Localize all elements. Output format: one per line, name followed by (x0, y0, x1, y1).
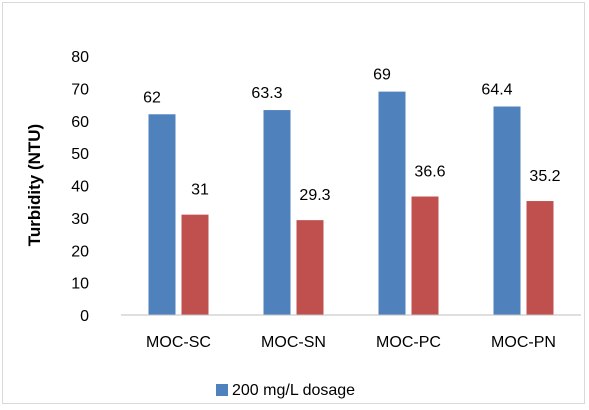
bar-series2-moc-sc (181, 214, 209, 315)
bar-chart: Turbidity (NTU) 0 10 20 30 40 50 60 70 80 62 31 63… (25, 49, 581, 399)
y-tick-label: 10 (71, 276, 89, 293)
y-axis-ticks: 0 10 20 30 40 50 60 70 80 (71, 49, 89, 325)
y-tick-label: 40 (71, 179, 89, 196)
legend-label: 200 mg/L dosage (232, 382, 355, 399)
y-axis-label-group: Turbidity (NTU) (25, 124, 44, 246)
x-axis-tick-labels: MOC-SC MOC-SN MOC-PC MOC-PN (146, 334, 556, 351)
data-label: 29.3 (299, 187, 330, 204)
data-labels: 62 31 63.3 29.3 69 36.6 64.4 35.2 (143, 67, 561, 205)
bar-series2-moc-pn (526, 201, 554, 315)
x-tick-label: MOC-PN (491, 334, 556, 351)
data-label: 69 (373, 67, 391, 84)
bar-series2-moc-pc (411, 196, 439, 315)
data-label: 62 (143, 89, 161, 106)
legend-swatch (216, 384, 228, 396)
bars (148, 91, 554, 316)
x-tick-label: MOC-SN (261, 334, 326, 351)
y-tick-label: 70 (71, 81, 89, 98)
x-tick-label: MOC-SC (146, 334, 211, 351)
data-label: 35.2 (529, 168, 560, 185)
y-tick-label: 20 (71, 243, 89, 260)
y-tick-label: 60 (71, 114, 89, 131)
x-tick-label: MOC-PC (376, 334, 441, 351)
data-label: 64.4 (481, 82, 512, 99)
y-tick-label: 50 (71, 146, 89, 163)
data-label: 36.6 (414, 164, 445, 181)
data-label: 63.3 (251, 85, 282, 102)
data-label: 31 (191, 182, 209, 199)
y-tick-label: 0 (80, 308, 89, 325)
bar-series1-moc-pn (493, 106, 521, 315)
bar-series2-moc-sn (296, 220, 324, 315)
legend: 200 mg/L dosage (216, 382, 355, 399)
y-tick-label: 80 (71, 49, 89, 66)
bar-series1-moc-pc (378, 91, 406, 315)
bar-series1-moc-sn (263, 110, 291, 315)
chart-frame: Turbidity (NTU) 0 10 20 30 40 50 60 70 80 62 31 63… (2, 2, 585, 404)
y-axis-label: Turbidity (NTU) (25, 124, 44, 246)
bar-series1-moc-sc (148, 114, 176, 316)
y-tick-label: 30 (71, 211, 89, 228)
